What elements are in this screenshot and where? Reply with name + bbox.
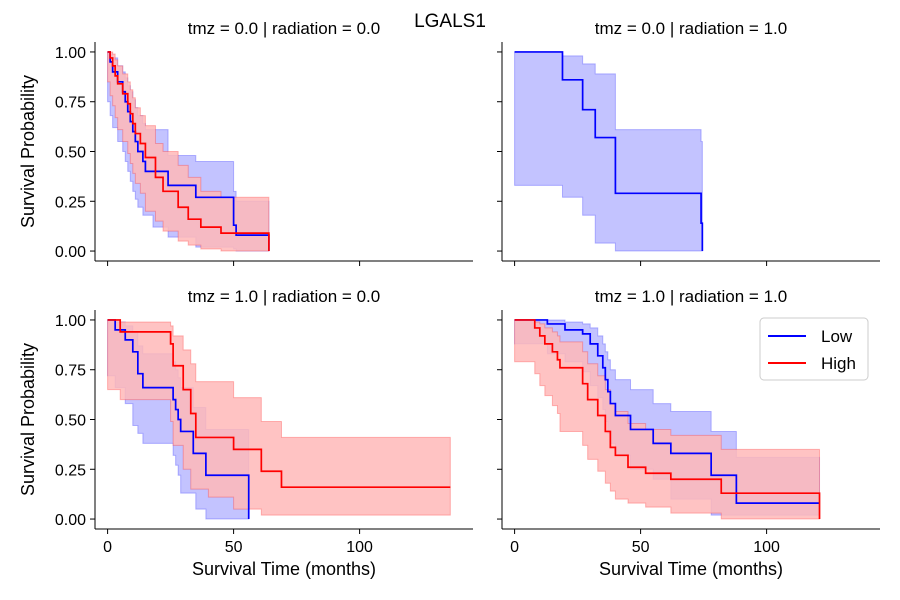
x-axis-label: Survival Time (months) [599, 559, 783, 579]
y-tick-label: 1.00 [55, 313, 86, 330]
y-tick-label: 0.25 [55, 462, 86, 479]
y-tick-label: 0.75 [55, 95, 86, 112]
y-tick-label: 0.00 [55, 244, 86, 261]
ci-band-high [107, 319, 451, 516]
x-tick-label: 50 [632, 539, 650, 556]
x-tick-label: 50 [225, 539, 243, 556]
legend-high-label: High [821, 354, 856, 373]
panel-title: tmz = 0.0 | radiation = 0.0 [188, 19, 380, 38]
y-tick-label: 0.75 [55, 363, 86, 380]
panel-tmz1-rad0: tmz = 1.0 | radiation = 0.0 0.00 0.25 0.50 0… [18, 287, 473, 579]
y-axis-label: Survival Probability [18, 75, 38, 228]
x-tick-label: 0 [510, 539, 519, 556]
survival-line-high [514, 319, 821, 520]
ci-band-high [107, 51, 270, 252]
survival-line-low [514, 319, 820, 504]
x-axis-label: Survival Time (months) [192, 559, 376, 579]
legend-frame [759, 317, 869, 381]
panel-tmz0-rad0: tmz = 0.0 | radiation = 0.0 0.00 0.25 0.50 0… [18, 19, 473, 266]
legend-low-label: Low [821, 327, 853, 346]
y-tick-label: 0.50 [55, 413, 86, 430]
x-tick-label: 100 [346, 539, 373, 556]
x-tick-label: 100 [753, 539, 780, 556]
y-tick-label: 0.50 [55, 145, 86, 162]
y-axis-label: Survival Probability [18, 343, 38, 496]
panel-title: tmz = 1.0 | radiation = 1.0 [595, 287, 787, 306]
y-tick-label: 0.00 [55, 512, 86, 529]
survival-line-low [514, 51, 704, 252]
ci-band-low [514, 51, 703, 252]
panel-tmz0-rad1: tmz = 0.0 | radiation = 1.0 [497, 19, 880, 266]
survival-line-high [107, 319, 451, 489]
x-tick-label: 0 [103, 539, 112, 556]
y-tick-label: 1.00 [55, 45, 86, 62]
survival-line-low [107, 319, 250, 520]
panel-title: tmz = 0.0 | radiation = 1.0 [595, 19, 787, 38]
survival-line-high [107, 51, 270, 252]
y-tick-label: 0.25 [55, 194, 86, 211]
legend: Low High [759, 317, 869, 381]
figure-title: LGALS1 [414, 11, 486, 32]
panel-title: tmz = 1.0 | radiation = 0.0 [188, 287, 380, 306]
panel-tmz1-rad1: tmz = 1.0 | radiation = 1.0 0 50 100 Surviva… [497, 287, 880, 579]
